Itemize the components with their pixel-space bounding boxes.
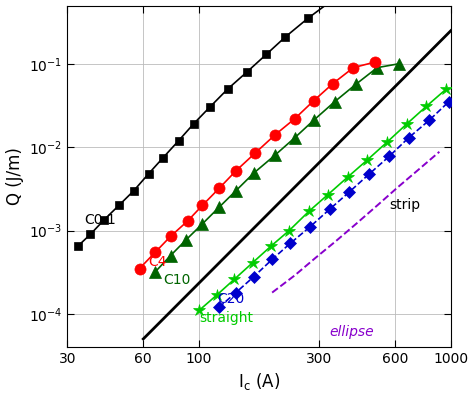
X-axis label: I$_\mathsf{c}$ (A): I$_\mathsf{c}$ (A) (238, 371, 280, 392)
Text: straight: straight (199, 311, 253, 325)
Text: C10: C10 (163, 273, 191, 287)
Text: C20: C20 (217, 292, 245, 306)
Text: ellipse: ellipse (329, 324, 374, 339)
Text: C4: C4 (148, 255, 167, 269)
Y-axis label: Q (J/m): Q (J/m) (6, 147, 24, 205)
Text: strip: strip (390, 198, 420, 212)
Text: C0.1: C0.1 (84, 213, 116, 227)
